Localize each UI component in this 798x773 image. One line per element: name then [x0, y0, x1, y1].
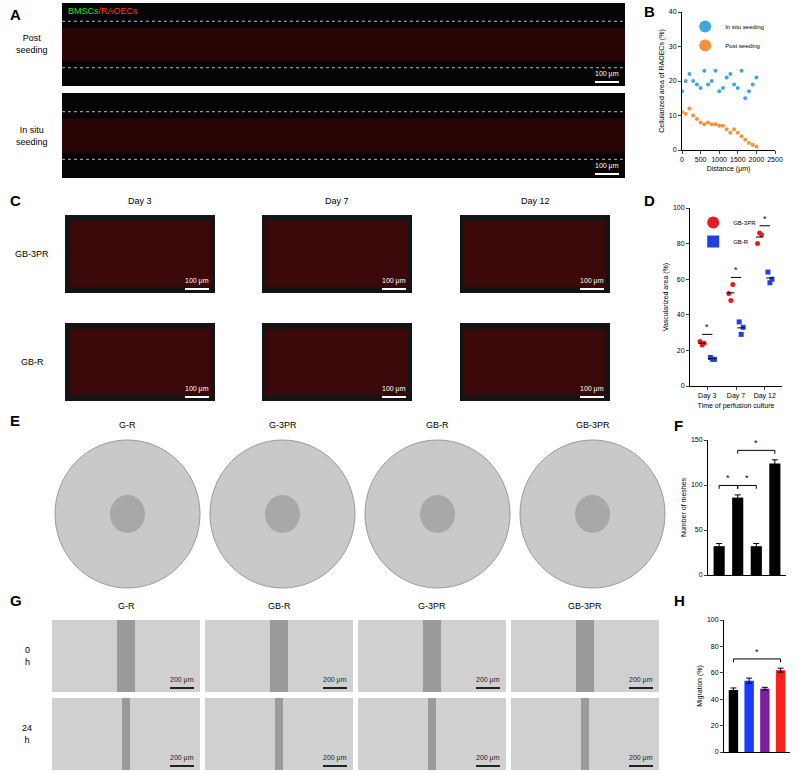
- svg-text:Day 3: Day 3: [698, 392, 716, 400]
- svg-text:0: 0: [673, 146, 677, 153]
- svg-text:Day 12: Day 12: [521, 196, 550, 206]
- svg-text:D: D: [644, 192, 655, 209]
- svg-text:GB-3PR: GB-3PR: [733, 220, 756, 226]
- svg-text:C: C: [10, 192, 21, 209]
- svg-text:200 μm: 200 μm: [323, 754, 347, 762]
- svg-text:G-3PR: G-3PR: [418, 601, 446, 611]
- svg-text:In situseeding: In situseeding: [16, 125, 48, 147]
- svg-text:GB-R: GB-R: [21, 357, 44, 367]
- svg-text:Day 12: Day 12: [754, 392, 776, 400]
- svg-text:100 μm: 100 μm: [595, 70, 619, 78]
- svg-text:*: *: [763, 214, 767, 224]
- svg-text:1000: 1000: [711, 156, 727, 163]
- svg-text:100 μm: 100 μm: [595, 162, 619, 170]
- svg-text:Number of meshes: Number of meshes: [680, 477, 687, 537]
- svg-text:0: 0: [699, 571, 703, 578]
- svg-text:100: 100: [707, 616, 719, 623]
- svg-text:60: 60: [677, 276, 685, 283]
- svg-text:Migration (%): Migration (%): [696, 665, 704, 707]
- svg-text:1500: 1500: [730, 156, 746, 163]
- svg-text:80: 80: [677, 240, 685, 247]
- svg-text:Cellularized area of RAOECs (%: Cellularized area of RAOECs (%): [658, 29, 666, 132]
- svg-text:500: 500: [695, 156, 707, 163]
- svg-text:B: B: [644, 3, 655, 20]
- svg-text:100 μm: 100 μm: [382, 277, 406, 285]
- svg-text:H: H: [674, 592, 685, 609]
- svg-text:100 μm: 100 μm: [185, 277, 209, 285]
- svg-text:Day 7: Day 7: [325, 196, 349, 206]
- svg-text:A: A: [10, 6, 21, 23]
- svg-text:GB-3PR: GB-3PR: [576, 420, 610, 430]
- svg-text:200 μm: 200 μm: [323, 676, 347, 684]
- svg-text:40: 40: [677, 311, 685, 318]
- svg-text:30: 30: [669, 43, 677, 50]
- svg-text:Day 7: Day 7: [727, 392, 745, 400]
- svg-text:80: 80: [711, 643, 719, 650]
- svg-text:2000: 2000: [749, 156, 765, 163]
- svg-text:Distance (μm): Distance (μm): [707, 165, 751, 173]
- svg-text:*: *: [726, 473, 730, 483]
- svg-text:*: *: [754, 438, 758, 448]
- svg-text:20: 20: [677, 347, 685, 354]
- svg-text:100: 100: [673, 204, 685, 211]
- svg-text:*: *: [745, 473, 749, 483]
- svg-text:200 μm: 200 μm: [476, 754, 500, 762]
- svg-text:In situ seeding: In situ seeding: [725, 24, 764, 30]
- svg-text:G-3PR: G-3PR: [269, 420, 297, 430]
- svg-text:100 μm: 100 μm: [185, 385, 209, 393]
- svg-text:Day 3: Day 3: [128, 196, 152, 206]
- svg-text:E: E: [10, 412, 20, 429]
- svg-text:0: 0: [681, 382, 685, 389]
- svg-text:200 μm: 200 μm: [170, 676, 194, 684]
- svg-text:20: 20: [669, 77, 677, 84]
- svg-text:100 μm: 100 μm: [382, 385, 406, 393]
- svg-text:Postseeding: Postseeding: [16, 33, 48, 55]
- svg-text:50: 50: [695, 526, 703, 533]
- svg-text:200 μm: 200 μm: [476, 676, 500, 684]
- svg-text:0h: 0h: [25, 645, 30, 667]
- svg-text:Post seeding: Post seeding: [725, 43, 760, 49]
- svg-text:F: F: [674, 417, 683, 434]
- svg-text:150: 150: [691, 436, 703, 443]
- svg-text:10: 10: [669, 112, 677, 119]
- svg-text:20: 20: [711, 722, 719, 729]
- svg-text:G: G: [10, 592, 22, 609]
- svg-text:G-R: G-R: [119, 420, 136, 430]
- svg-text:2500: 2500: [767, 156, 783, 163]
- svg-text:*: *: [705, 322, 709, 332]
- svg-text:GB-3PR: GB-3PR: [15, 249, 49, 259]
- svg-text:24h: 24h: [22, 723, 32, 745]
- svg-text:G-R: G-R: [118, 601, 135, 611]
- svg-text:200 μm: 200 μm: [629, 676, 653, 684]
- svg-text:GB-R: GB-R: [268, 601, 291, 611]
- svg-text:BMSCs/RAOECs: BMSCs/RAOECs: [68, 6, 138, 16]
- svg-text:60: 60: [711, 669, 719, 676]
- svg-text:*: *: [755, 647, 759, 657]
- svg-text:Time of perfusion culture: Time of perfusion culture: [698, 402, 775, 410]
- svg-text:GB-R: GB-R: [426, 420, 449, 430]
- svg-text:200 μm: 200 μm: [170, 754, 194, 762]
- svg-text:40: 40: [711, 696, 719, 703]
- svg-text:40: 40: [669, 8, 677, 15]
- svg-text:*: *: [734, 265, 738, 275]
- svg-text:Vascularized area (%): Vascularized area (%): [662, 263, 670, 331]
- svg-text:100 μm: 100 μm: [580, 385, 604, 393]
- svg-text:200 μm: 200 μm: [629, 754, 653, 762]
- svg-text:GB-R: GB-R: [733, 239, 749, 245]
- svg-text:0: 0: [715, 748, 719, 755]
- svg-text:100: 100: [691, 481, 703, 488]
- svg-text:0: 0: [680, 156, 684, 163]
- svg-text:100 μm: 100 μm: [580, 277, 604, 285]
- svg-text:GB-3PR: GB-3PR: [568, 601, 602, 611]
